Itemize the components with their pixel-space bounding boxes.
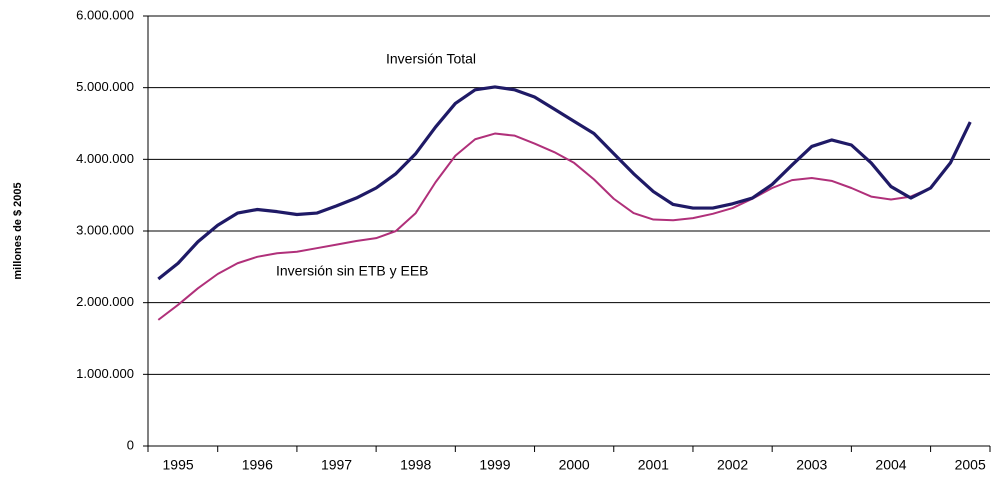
annotation: Inversión Total xyxy=(386,51,476,67)
x-tick-label: 2001 xyxy=(638,457,669,473)
y-tick-label: 1.000.000 xyxy=(76,366,134,381)
x-tick-label: 2000 xyxy=(559,457,590,473)
y-tick-label: 4.000.000 xyxy=(76,151,134,166)
y-tick-label: 3.000.000 xyxy=(76,222,134,237)
y-tick-label: 6.000.000 xyxy=(76,7,134,22)
line-series xyxy=(157,121,972,321)
x-tick-label: 1998 xyxy=(400,457,431,473)
annotation: Inversión sin ETB y EEB xyxy=(276,263,429,279)
x-tick-label: 2002 xyxy=(717,457,748,473)
x-tick-label: 1996 xyxy=(242,457,273,473)
x-tick-label: 1997 xyxy=(321,457,352,473)
y-tick-label: 2.000.000 xyxy=(76,294,134,309)
x-tick-label: 2003 xyxy=(796,457,827,473)
y-axis-label: millones de $ 2005 xyxy=(12,182,24,279)
x-tick-label: 2004 xyxy=(875,457,906,473)
x-tick-label: 1999 xyxy=(479,457,510,473)
x-tick-label: 1995 xyxy=(163,457,194,473)
y-tick-label: 5.000.000 xyxy=(76,79,134,94)
y-tick-label: 0 xyxy=(127,437,134,452)
line-series xyxy=(157,85,972,281)
x-tick-label: 2005 xyxy=(955,457,986,473)
